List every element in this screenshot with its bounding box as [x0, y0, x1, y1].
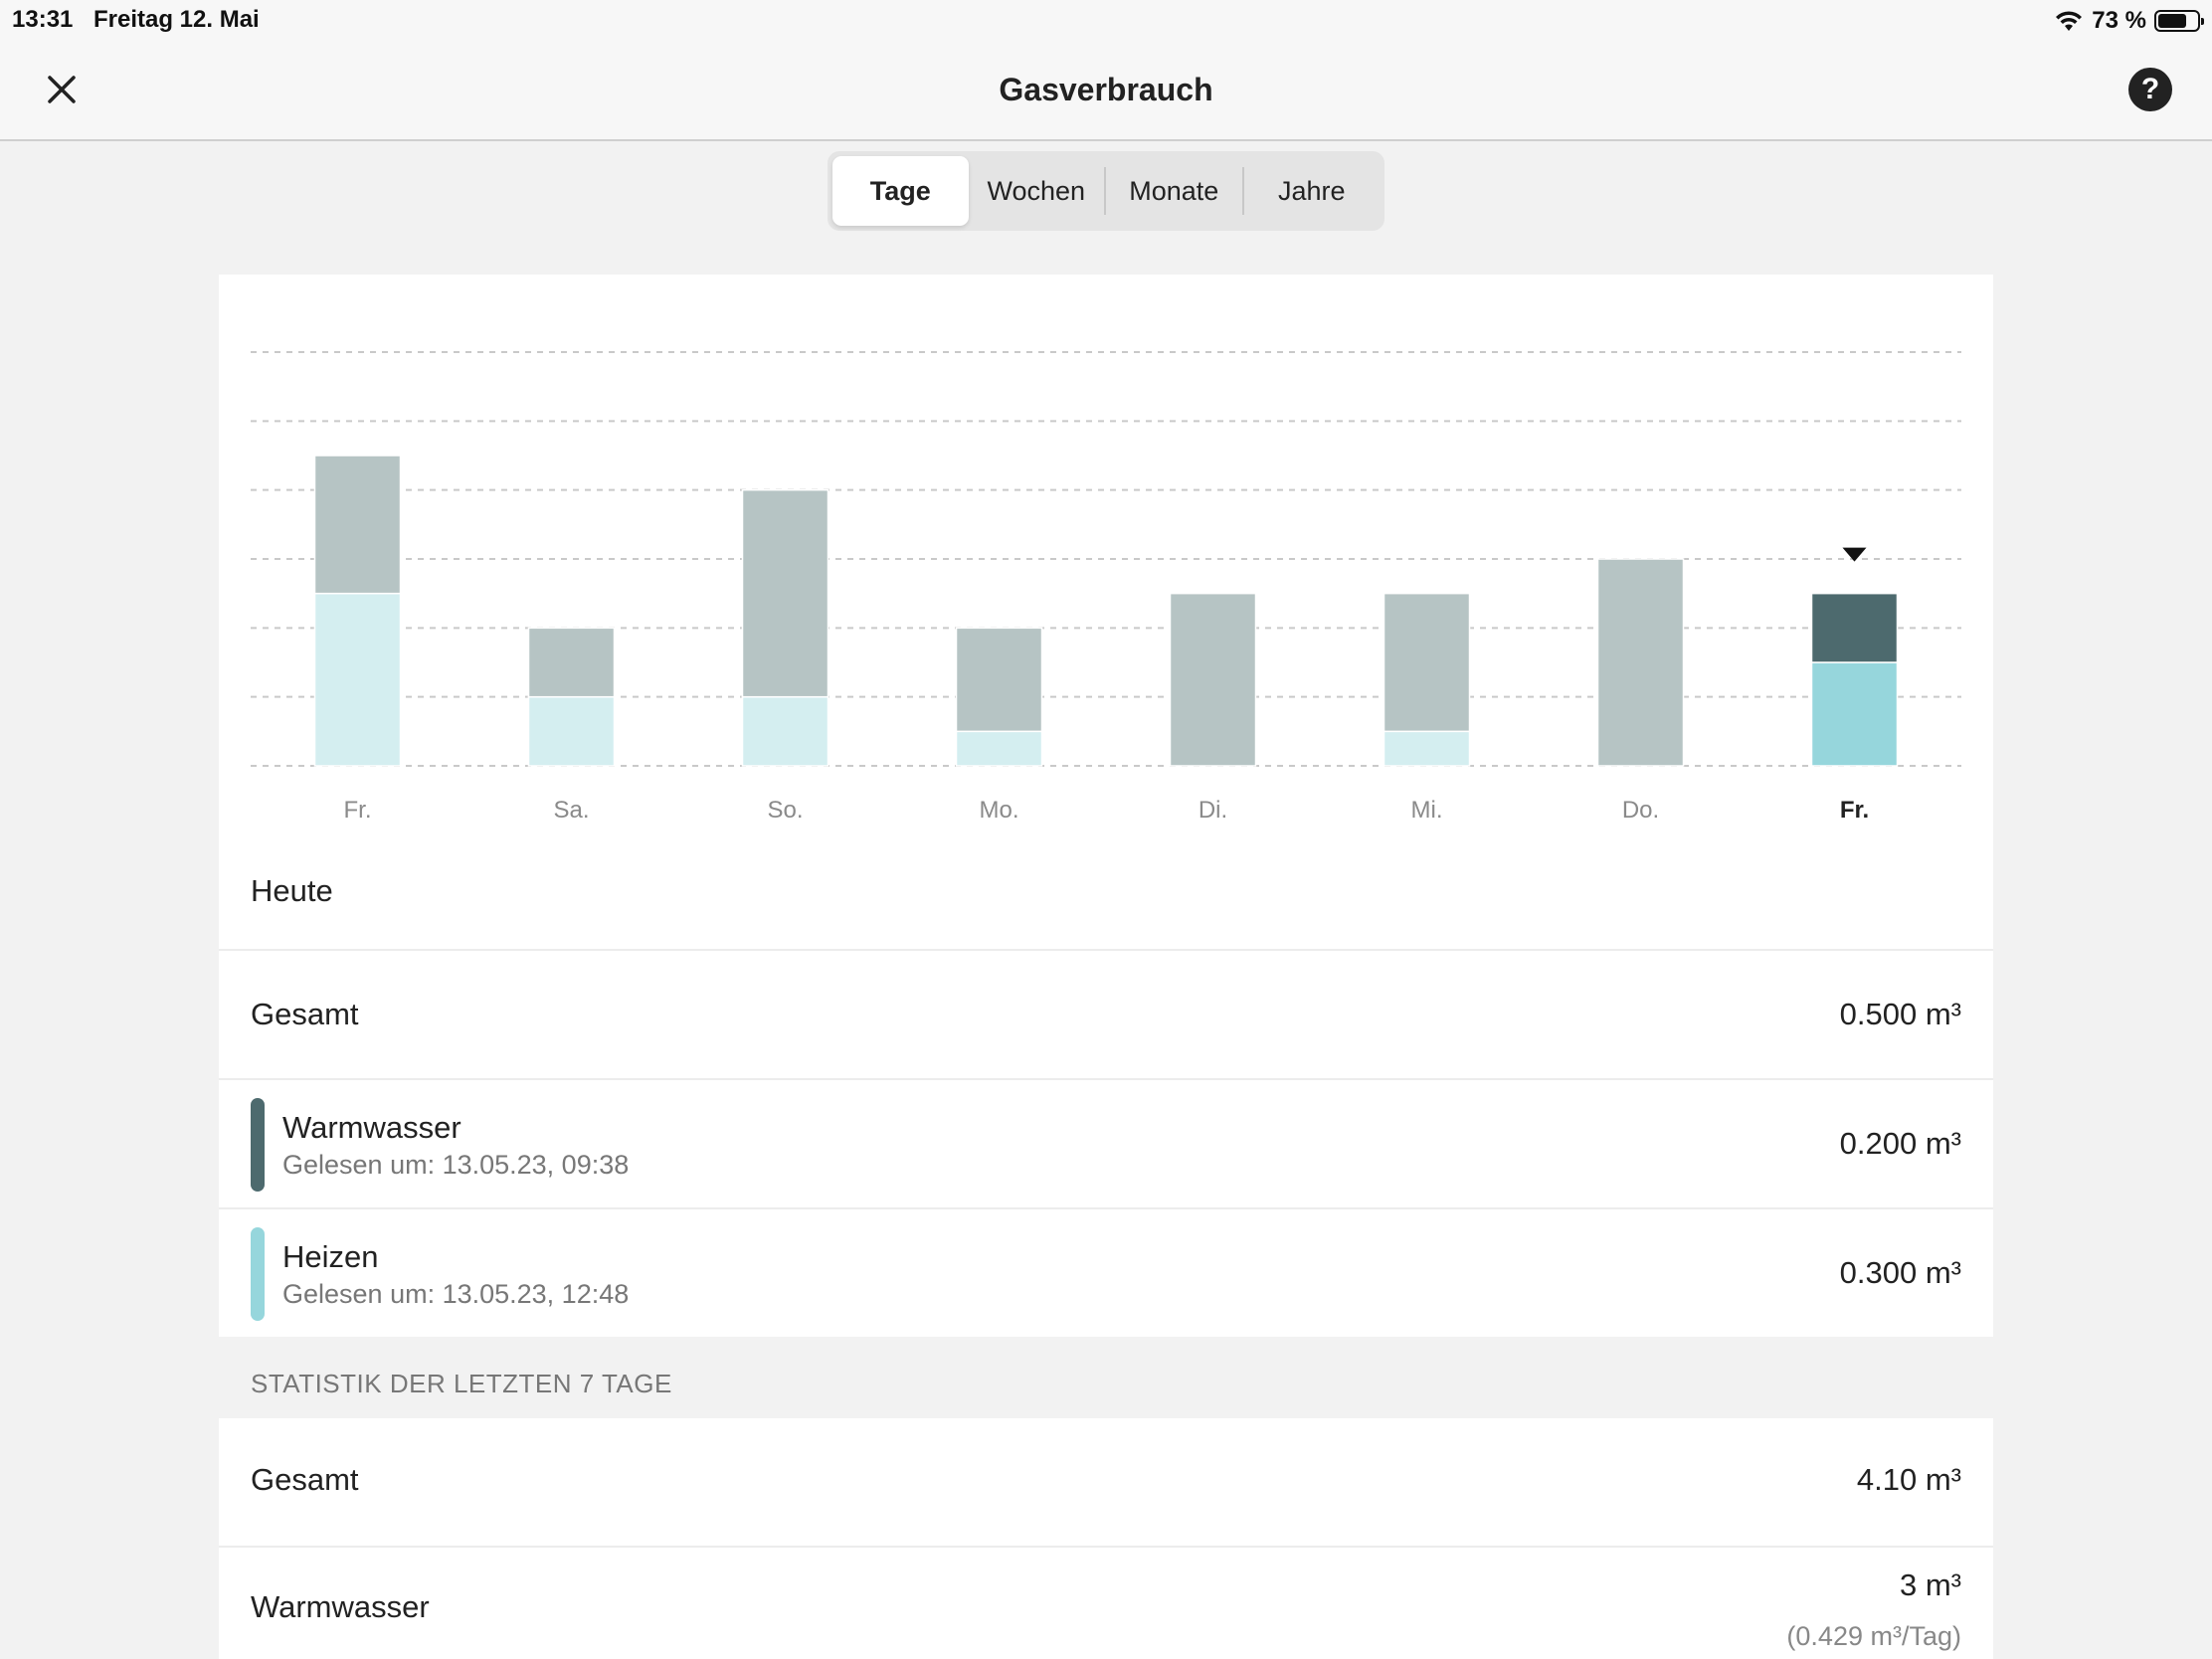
consumption-bar-chart: Fr. Sa. So. Mo. Di. Mi. Do. Fr. [251, 351, 1961, 824]
chart-x-tick-label: Mi. [1411, 797, 1443, 824]
chart-x-tick-label: So. [767, 797, 803, 824]
chart-bar-heizen [527, 695, 616, 767]
battery-icon [2154, 10, 2204, 32]
stats-total-label: Gesamt [251, 1462, 359, 1497]
chart-x-tick-label: Fr. [344, 797, 372, 824]
close-button[interactable] [40, 68, 84, 111]
heizen-color-swatch [251, 1227, 265, 1321]
chart-bar-warmwasser [527, 627, 616, 698]
segment-divider [1241, 167, 1244, 215]
tab-monate[interactable]: Monate [1129, 176, 1219, 206]
help-icon: ? [2140, 73, 2160, 105]
chart-x-tick-label: Do. [1622, 797, 1659, 824]
navigation-bar: Gasverbrauch ? [0, 44, 2212, 141]
today-total-row: Gesamt 0.500 m³ [219, 949, 1993, 1078]
stats-total-row: Gesamt 4.10 m³ [219, 1418, 1993, 1546]
status-time: 13:31 [12, 6, 74, 33]
warmwasser-read-time: Gelesen um: 13.05.23, 09:38 [282, 1150, 630, 1180]
tab-tage[interactable]: Tage [832, 156, 969, 226]
heizen-value: 0.300 m³ [1839, 1255, 1961, 1290]
help-button[interactable]: ? [2128, 68, 2172, 111]
today-total-value: 0.500 m³ [1839, 997, 1961, 1031]
status-date: Freitag 12. Mai [93, 6, 260, 33]
row-divider [219, 1207, 1993, 1209]
stats-total-value: 4.10 m³ [1856, 1462, 1961, 1497]
row-divider [219, 1078, 1993, 1080]
stats-warmwasser-value: 3 m³ [1900, 1567, 1961, 1602]
chart-bar-warmwasser [955, 627, 1043, 733]
stats-section-header: STATISTIK DER LETZTEN 7 TAGE [251, 1369, 672, 1398]
row-divider [219, 1546, 1993, 1548]
chart-card: Fr. Sa. So. Mo. Di. Mi. Do. Fr. Heute [219, 275, 1993, 949]
warmwasser-value: 0.200 m³ [1839, 1126, 1961, 1161]
chart-bar-heizen [955, 730, 1043, 767]
chart-bar-warmwasser [313, 455, 402, 595]
chart-bar-warmwasser [1596, 558, 1685, 767]
tab-jahre[interactable]: Jahre [1277, 176, 1346, 206]
chart-bar-warmwasser [1382, 592, 1471, 733]
page-title: Gasverbrauch [999, 72, 1213, 107]
chart-x-tick-label: Fr. [1840, 797, 1869, 824]
warmwasser-label: Warmwasser [282, 1110, 461, 1145]
selected-day-marker-icon [1842, 547, 1867, 562]
chart-bar-heizen [1810, 661, 1899, 767]
row-divider [219, 949, 1993, 951]
status-bar: 13:31 Freitag 12. Mai 73 % [0, 0, 2212, 44]
heizen-label: Heizen [282, 1239, 379, 1274]
stats-warmwasser-per-day: (0.429 m³/Tag) [1786, 1621, 1961, 1651]
chart-x-tick-label: Sa. [553, 797, 589, 824]
stats-warmwasser-row: Warmwasser 3 m³ (0.429 m³/Tag) [219, 1546, 1993, 1659]
today-total-label: Gesamt [251, 997, 359, 1031]
chart-bar-warmwasser [741, 488, 830, 698]
warmwasser-color-swatch [251, 1098, 265, 1192]
chart-bar-heizen [741, 695, 830, 767]
tab-wochen[interactable]: Wochen [987, 176, 1086, 206]
chart-bar-heizen [1382, 730, 1471, 767]
chart-x-tick-label: Di. [1198, 797, 1227, 824]
close-icon [48, 76, 76, 103]
today-heizen-row: Heizen Gelesen um: 13.05.23, 12:48 0.300… [219, 1207, 1993, 1337]
chart-bar-warmwasser [1810, 592, 1899, 663]
battery-percent: 73 % [2092, 7, 2146, 34]
heizen-read-time: Gelesen um: 13.05.23, 12:48 [282, 1279, 630, 1309]
period-segmented-control: Tage Wochen Monate Jahre [828, 151, 1384, 231]
today-warmwasser-row: Warmwasser Gelesen um: 13.05.23, 09:38 0… [219, 1078, 1993, 1207]
segment-divider [1104, 167, 1106, 215]
stats-warmwasser-label: Warmwasser [251, 1589, 430, 1624]
today-label: Heute [251, 873, 333, 908]
wifi-icon [2056, 11, 2083, 31]
chart-bar-warmwasser [1169, 592, 1257, 767]
chart-x-tick-label: Mo. [979, 797, 1018, 824]
chart-bar-heizen [313, 592, 402, 767]
status-right: 73 % [2054, 4, 2204, 38]
